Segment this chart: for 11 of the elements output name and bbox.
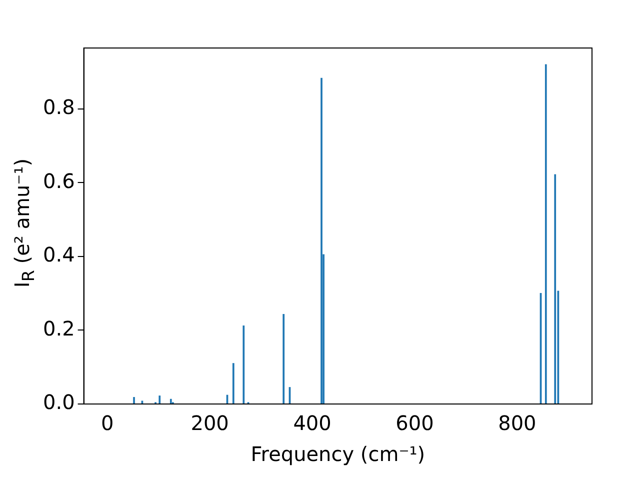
y-tick-label: 0.0 [42, 390, 75, 414]
x-tick-label: 800 [498, 411, 536, 436]
x-tick-label: 600 [396, 411, 434, 436]
x-tick-label: 400 [293, 411, 332, 436]
x-axis-title: Frequency (cm⁻¹) [250, 442, 426, 466]
y-tick-label: 0.4 [42, 242, 75, 267]
y-tick-label: 0.2 [42, 316, 75, 340]
x-tick-label: 0 [101, 411, 114, 436]
y-tick-label: 0.8 [42, 95, 75, 120]
x-tick-label: 200 [190, 411, 229, 436]
y-tick-label: 0.6 [42, 168, 75, 193]
